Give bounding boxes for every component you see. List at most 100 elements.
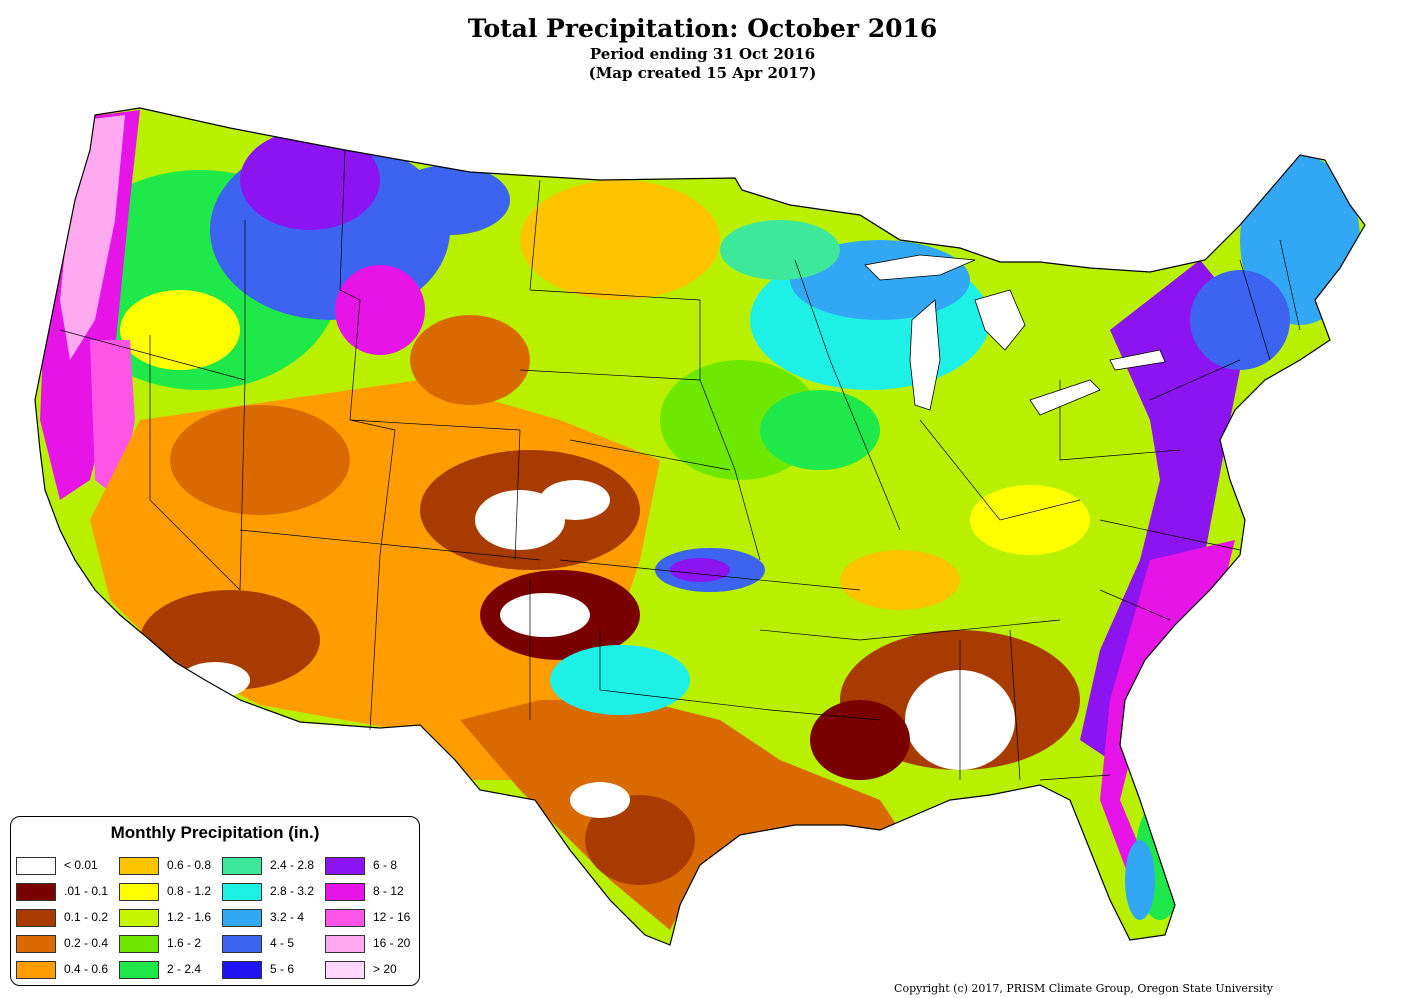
- boundary-az-nm: [369, 554, 381, 731]
- great-lakes: [864, 254, 1166, 416]
- field-montana-east-blue: [390, 165, 510, 235]
- legend-label: 0.4 - 0.6: [64, 962, 109, 976]
- field-kentucky-yellow: [970, 485, 1090, 555]
- field-colorado-dry-white-2: [540, 480, 610, 520]
- map-subtitle-period: Period ending 31 Oct 2016: [589, 45, 816, 63]
- state-boundaries: [59, 149, 1301, 781]
- field-nevada-brown: [170, 405, 350, 515]
- field-oregon-yellow: [120, 290, 240, 370]
- boundary-mn-wi: [794, 259, 831, 361]
- boundary-ar-north: [759, 629, 861, 641]
- legend-swatch: [222, 857, 262, 875]
- legend-swatch: [222, 909, 262, 927]
- field-appalachian-violet: [1080, 260, 1250, 760]
- boundary-sd-ne: [519, 369, 701, 381]
- boundary-nh-me: [1279, 239, 1301, 331]
- legend-swatch: [325, 909, 365, 927]
- field-wyoming-brown: [410, 315, 530, 405]
- field-montana-violet: [240, 130, 380, 230]
- lake-michigan: [909, 299, 941, 411]
- field-south-texas-brown: [585, 795, 695, 885]
- legend-swatch: [119, 909, 159, 927]
- legend-swatch: [325, 857, 365, 875]
- field-louisiana-dark: [810, 700, 910, 780]
- boundary-nc-sc: [1099, 589, 1171, 621]
- legend-label: 2.8 - 3.2: [270, 884, 315, 898]
- legend-swatch: [16, 857, 56, 875]
- field-illinois-green: [760, 390, 880, 470]
- boundary-ar-la: [769, 709, 881, 721]
- boundary-ks-ok: [559, 559, 861, 591]
- legend-swatch: [119, 883, 159, 901]
- boundary-ny-pa: [1149, 359, 1241, 401]
- legend-swatch: [222, 961, 262, 979]
- legend-label: 16 - 20: [373, 936, 411, 950]
- legend-swatch: [119, 935, 159, 953]
- legend-label: 0.8 - 1.2: [167, 884, 212, 898]
- boundary-va-nc: [1099, 519, 1241, 551]
- boundary-wy-co-north: [349, 419, 521, 431]
- boundary-or-ca-nv: [59, 329, 246, 381]
- boundary-co-east: [514, 429, 521, 561]
- boundary-ut-co: [379, 429, 396, 556]
- field-wyoming-magenta: [335, 265, 425, 355]
- legend-swatch: [16, 909, 56, 927]
- legend-label: 0.2 - 0.4: [64, 936, 109, 950]
- field-arizona-dry-white: [180, 662, 250, 698]
- boundary-ca-nv: [149, 335, 241, 591]
- legend-swatch: [222, 883, 262, 901]
- legend-title: Monthly Precipitation (in.): [110, 823, 320, 842]
- field-carolina-magenta: [1100, 540, 1235, 880]
- boundary-mn-ia-mo: [699, 300, 761, 561]
- legend-label: 1.2 - 1.6: [167, 910, 212, 924]
- lake-huron: [974, 289, 1026, 351]
- copyright-text: Copyright (c) 2017, PRISM Climate Group,…: [894, 982, 1273, 995]
- legend-label: 8 - 12: [373, 884, 404, 898]
- lake-superior: [864, 254, 976, 281]
- field-florida-blue: [1125, 840, 1155, 920]
- map-title: Total Precipitation: October 2016: [467, 14, 938, 43]
- map-subtitle-created: (Map created 15 Apr 2017): [588, 64, 817, 82]
- legend-swatch: [325, 935, 365, 953]
- legend-swatch: [16, 935, 56, 953]
- legend-swatch: [119, 857, 159, 875]
- legend-label: 3.2 - 4: [270, 910, 305, 924]
- field-minnesota-teal: [720, 220, 840, 280]
- field-tennessee-gold: [840, 550, 960, 610]
- legend-swatch: [325, 961, 365, 979]
- lake-ontario: [1109, 349, 1166, 371]
- legend-label: 6 - 8: [373, 858, 398, 872]
- field-dakota-gold: [520, 180, 720, 300]
- boundary-ne-ks: [569, 439, 731, 471]
- legend-label: < 0.01: [64, 858, 98, 872]
- field-kansas-violet: [670, 558, 730, 582]
- legend-swatch: [325, 883, 365, 901]
- boundary-il: [829, 359, 901, 531]
- legend-label: 0.1 - 0.2: [64, 910, 109, 924]
- legend-swatch: [16, 883, 56, 901]
- legend-label: 5 - 6: [270, 962, 295, 976]
- legend-label: 4 - 5: [270, 936, 295, 950]
- boundary-nv-ut: [239, 379, 246, 591]
- legend-label: .01 - 0.1: [64, 884, 109, 898]
- legend-label: 2.4 - 2.8: [270, 858, 315, 872]
- legend-swatch: [222, 935, 262, 953]
- field-arizona-brown: [140, 590, 320, 690]
- legend-label: > 20: [373, 962, 397, 976]
- boundary-tn-south: [859, 619, 1061, 641]
- legend-label: 0.6 - 0.8: [167, 858, 212, 872]
- boundary-al-ga: [1009, 629, 1021, 781]
- legend-label: 1.6 - 2: [167, 936, 202, 950]
- boundary-in-oh-ky: [919, 419, 1081, 521]
- boundary-vt-nh: [1239, 259, 1271, 361]
- legend-label: 2 - 2.4: [167, 962, 202, 976]
- boundary-id-mt-wy: [339, 149, 396, 431]
- field-oklahoma-cyan: [550, 645, 690, 715]
- lake-erie: [1029, 379, 1101, 416]
- boundary-ga-fl: [1039, 774, 1111, 781]
- boundary-ok-tx: [599, 630, 771, 711]
- boundary-four-corners-row: [239, 529, 541, 561]
- field-panhandle-dry-white: [500, 593, 590, 637]
- field-texas-dry-white: [570, 782, 630, 818]
